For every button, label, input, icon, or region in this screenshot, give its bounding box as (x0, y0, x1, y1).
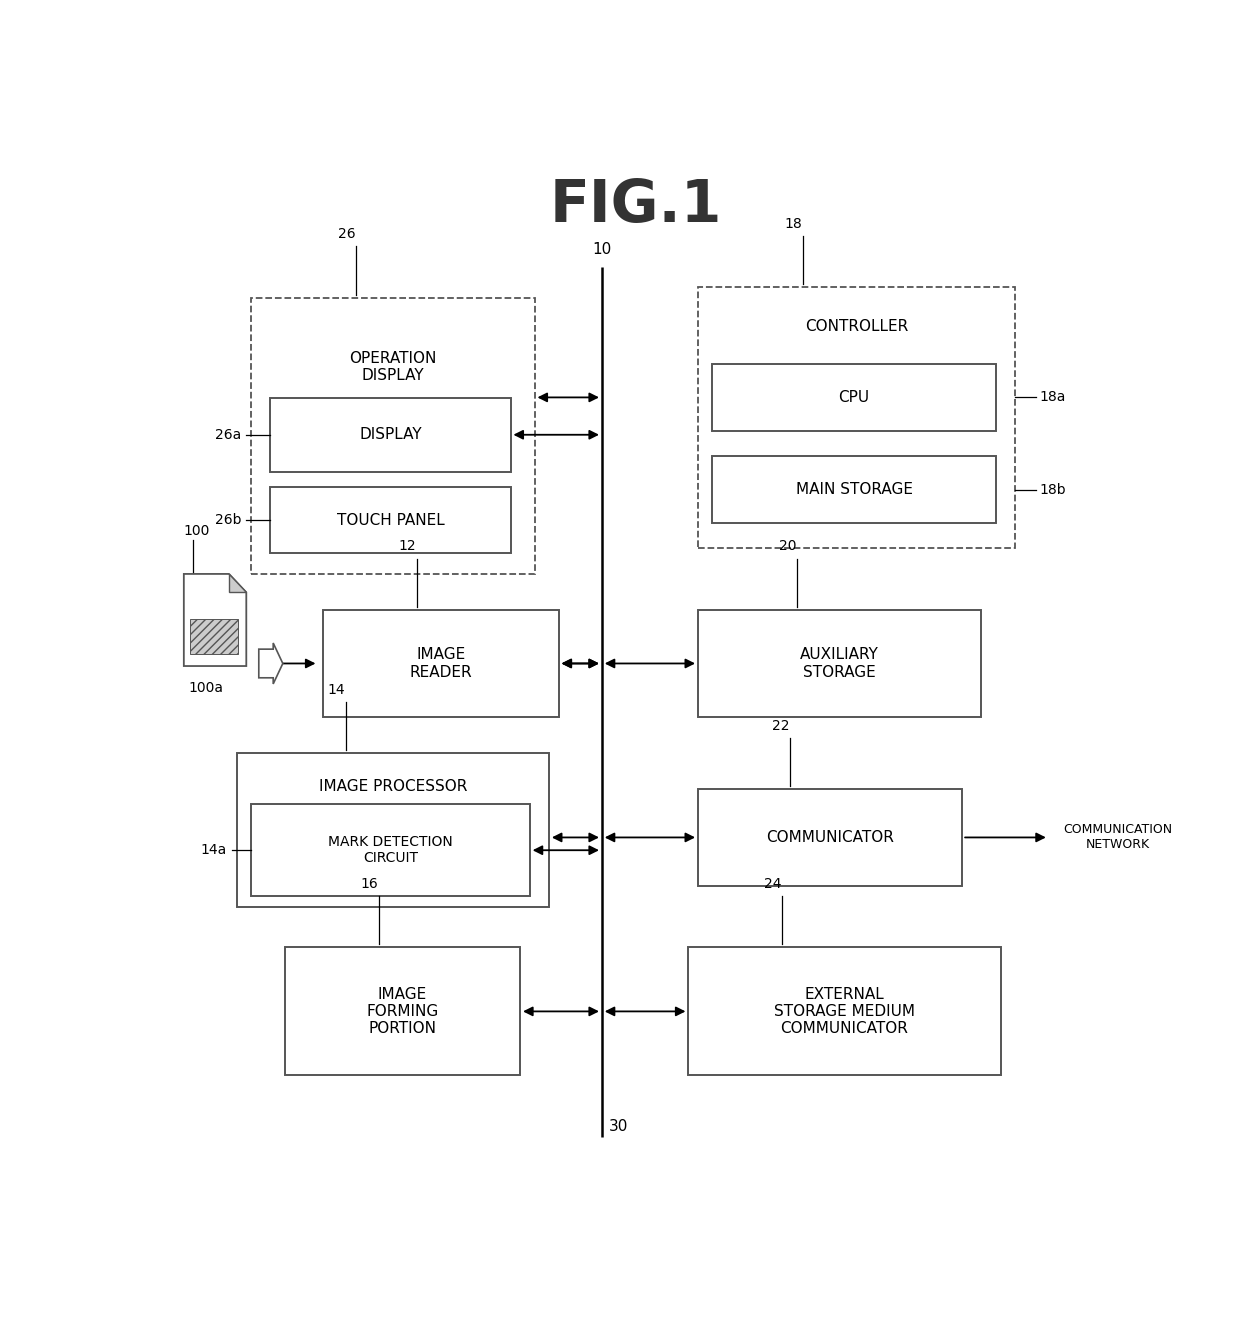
Bar (250, 804, 529, 896)
Bar (270, 486, 511, 553)
Polygon shape (184, 574, 247, 666)
Text: AUXILIARY
STORAGE: AUXILIARY STORAGE (800, 647, 879, 679)
Text: COMMUNICATOR: COMMUNICATOR (766, 829, 894, 845)
Bar (250, 298, 534, 574)
Text: 12: 12 (399, 540, 417, 553)
Bar (698, 287, 1016, 549)
Text: COMMUNICATION
NETWORK: COMMUNICATION NETWORK (1063, 824, 1172, 852)
Text: CONTROLLER: CONTROLLER (805, 319, 908, 334)
Text: 100: 100 (184, 524, 211, 538)
Text: 20: 20 (779, 540, 796, 553)
Text: 30: 30 (609, 1119, 627, 1134)
Bar (712, 364, 996, 431)
Text: OPERATION
DISPLAY: OPERATION DISPLAY (350, 351, 436, 383)
Bar (190, 619, 238, 654)
Bar (698, 610, 981, 718)
Text: 18: 18 (784, 217, 802, 231)
Text: EXTERNAL
STORAGE MEDIUM
COMMUNICATOR: EXTERNAL STORAGE MEDIUM COMMUNICATOR (774, 986, 915, 1037)
Text: MARK DETECTION
CIRCUIT: MARK DETECTION CIRCUIT (329, 835, 453, 865)
Polygon shape (229, 574, 247, 593)
Text: 18b: 18b (1039, 482, 1065, 497)
Text: 26b: 26b (215, 513, 242, 528)
Text: DISPLAY: DISPLAY (360, 427, 422, 443)
Text: 10: 10 (593, 242, 611, 256)
Text: 100a: 100a (188, 682, 223, 695)
Text: CPU: CPU (838, 389, 869, 405)
Text: IMAGE
FORMING
PORTION: IMAGE FORMING PORTION (366, 986, 439, 1037)
Bar (688, 948, 1001, 1075)
Text: 18a: 18a (1039, 391, 1065, 404)
Text: 24: 24 (764, 877, 781, 892)
Polygon shape (259, 643, 283, 684)
Bar (285, 948, 521, 1075)
Text: FIG.1: FIG.1 (549, 177, 722, 234)
Text: 26: 26 (337, 227, 355, 242)
Text: 14a: 14a (201, 843, 227, 857)
Text: 26a: 26a (216, 428, 242, 441)
Bar (237, 754, 549, 906)
Bar (270, 397, 511, 472)
Text: 16: 16 (361, 877, 378, 892)
Text: MAIN STORAGE: MAIN STORAGE (796, 482, 913, 497)
Text: IMAGE
READER: IMAGE READER (409, 647, 472, 679)
Text: 22: 22 (773, 719, 790, 732)
Text: TOUCH PANEL: TOUCH PANEL (336, 513, 444, 528)
Bar (324, 610, 558, 718)
Bar (698, 789, 962, 886)
Bar (712, 456, 996, 522)
Text: IMAGE PROCESSOR: IMAGE PROCESSOR (319, 779, 467, 795)
Text: 14: 14 (327, 683, 345, 696)
